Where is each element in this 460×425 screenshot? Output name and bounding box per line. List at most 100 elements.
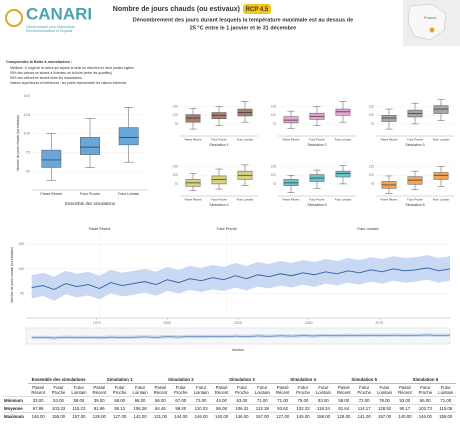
cell: 127.00 xyxy=(272,412,293,420)
cell: 141.00 xyxy=(354,412,375,420)
cell: 58.00 xyxy=(68,396,90,405)
y-tick-label: 75 xyxy=(272,122,276,126)
cell: 115.23 xyxy=(68,404,90,413)
group-header: Simulation 4 xyxy=(272,376,334,384)
cell: 90.17 xyxy=(394,404,416,413)
column-header: Passé Récent xyxy=(153,385,168,395)
navigator-line xyxy=(31,334,451,339)
column-header: Passé Récent xyxy=(214,385,229,395)
y-tick-label: 125 xyxy=(369,104,375,108)
group-header: Simulation 6 xyxy=(394,376,456,384)
cell: 146.00 xyxy=(231,412,253,420)
cell: 140.00 xyxy=(394,412,416,420)
cell: 115.05 xyxy=(435,404,456,413)
group-row: Ensemble des simulations Simulation 1 Simu… xyxy=(4,376,456,384)
cell: 145.00 xyxy=(292,412,314,420)
group-header: Simulation 3 xyxy=(211,376,273,384)
y-tick-label: 100 xyxy=(271,113,277,117)
cell: 81.96 xyxy=(89,404,110,413)
box xyxy=(433,105,449,114)
column-header: Futur Proche xyxy=(418,385,433,395)
y-tick-label: 100 xyxy=(23,131,30,136)
cell: 128.00 xyxy=(333,412,354,420)
x-tick-label: Futur Lointain xyxy=(433,138,450,142)
x-tick-label: Futur Proche xyxy=(407,138,423,142)
group-header: Simulation 5 xyxy=(333,376,395,384)
cell: 81.64 xyxy=(333,404,354,413)
cell: 118.34 xyxy=(313,404,334,413)
y-tick-label: 75 xyxy=(370,122,374,126)
chart-title: Simulation 4 xyxy=(209,203,228,207)
y-tick-label: 150 xyxy=(18,242,24,246)
column-header: Futur Proche xyxy=(174,385,188,395)
cell: 102.33 xyxy=(292,404,314,413)
cell: 53.00 xyxy=(48,396,69,405)
column-header: Futur Proche xyxy=(296,385,310,395)
y-tick-label: 150 xyxy=(23,93,30,98)
corner xyxy=(4,384,28,397)
note: Médiane : Il s'agit de la valeur qui sép… xyxy=(10,66,135,70)
corner xyxy=(4,376,28,384)
cell: 66.00 xyxy=(129,396,151,405)
y-axis-label: Nombre de jours chauds (ou estivaux) xyxy=(10,247,14,303)
data-row: Maximum 146.00 155.00 157.00 125.00 127.00 142… xyxy=(4,412,456,420)
scenario-badge xyxy=(243,4,271,14)
logo-sub: Recommandations et Impacts xyxy=(26,29,73,33)
group-header: Ensemble des simulations xyxy=(28,376,90,384)
x-tick-label: Passé Récent xyxy=(381,138,398,142)
x-tick-label: Futur Proche xyxy=(309,138,325,142)
cell: 95.13 xyxy=(109,404,130,413)
cell: 83.00 xyxy=(313,396,334,405)
cell: 86.08 xyxy=(211,404,232,413)
y-tick-label: 100 xyxy=(173,173,179,177)
cell: 68.00 xyxy=(109,396,130,405)
cell: 53.00 xyxy=(394,396,416,405)
column-row: Passé Récent Futur Proche Futur Lointain Pa… xyxy=(4,384,456,397)
note: 90% des valeurs se situent entre les mou… xyxy=(10,76,83,80)
column-header: Futur Lointain xyxy=(132,385,148,395)
cell: 65.00 xyxy=(415,396,436,405)
cell: 131.00 xyxy=(150,412,171,420)
y-tick-label: 125 xyxy=(271,164,277,168)
cell: 103.33 xyxy=(48,404,69,413)
cell: 157.00 xyxy=(374,412,395,420)
x-tick-label: Passé Récent xyxy=(40,192,62,196)
cell: 73.00 xyxy=(191,396,212,405)
chart-title: Simulation 3 xyxy=(405,143,424,147)
box xyxy=(118,127,139,146)
cell: 127.00 xyxy=(109,412,130,420)
map-pin xyxy=(429,27,435,33)
cell: 122.38 xyxy=(252,404,273,413)
chart-title: Simulation 2 xyxy=(307,143,326,147)
cell: 84.45 xyxy=(150,404,171,413)
cell: 39.00 xyxy=(89,396,110,405)
column-header: Futur Lointain xyxy=(438,385,454,395)
x-tick-label: Futur Lointain xyxy=(237,198,254,202)
cell: 146.00 xyxy=(191,412,212,420)
column-header: Passé Récent xyxy=(275,385,290,395)
x-tick-label: Passé Récent xyxy=(283,198,300,202)
x-tick-label: 2025 xyxy=(234,321,242,325)
cell: 128.92 xyxy=(374,404,395,413)
cell: 106.31 xyxy=(231,404,253,413)
y-tick-label: 100 xyxy=(369,113,375,117)
y-tick-label: 125 xyxy=(271,104,277,108)
cell: 167.00 xyxy=(252,412,273,420)
data-row: Minimum 33.00 53.00 58.00 39.00 68.00 66.00 56.… xyxy=(4,396,456,405)
y-tick-label: 125 xyxy=(369,164,375,168)
x-tick-label: Futur Lointain xyxy=(433,198,450,202)
y-tick-label: 75 xyxy=(174,182,178,186)
column-header: Futur Proche xyxy=(235,385,249,395)
cell: 114.17 xyxy=(354,404,375,413)
y-tick-label: 100 xyxy=(271,173,277,177)
data-row: Moyenne 67.95 103.33 115.23 81.96 95.13 106.28… xyxy=(4,404,456,413)
band xyxy=(31,255,451,301)
cell: 157.00 xyxy=(68,412,90,420)
x-tick-label: Passé Récent xyxy=(185,198,202,202)
x-tick-label: Futur Proche xyxy=(211,138,227,142)
subtitle: 25 °C entre le 1 janvier et le 31 décemb… xyxy=(190,25,296,31)
x-tick-label: 2000 xyxy=(163,321,171,325)
dashboard: CANARI Climat Adapté pour l'Agriculture … xyxy=(5,0,460,352)
box xyxy=(211,175,227,185)
